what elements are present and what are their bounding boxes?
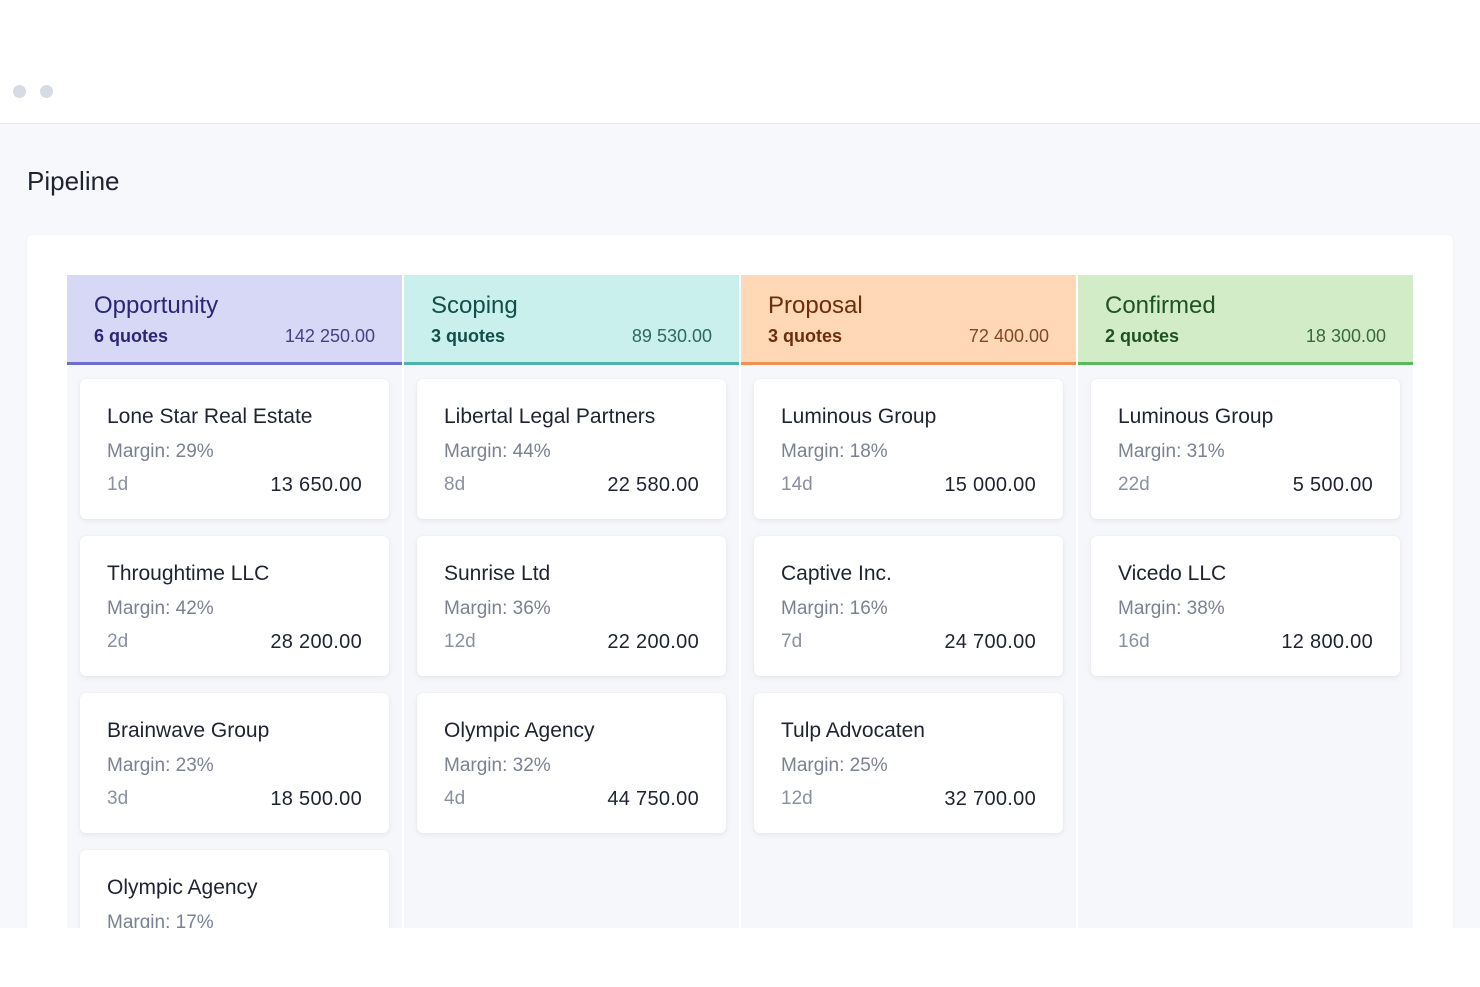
column-header[interactable]: Scoping 3 quotes 89 530.00	[404, 275, 739, 365]
card-company-name: Luminous Group	[781, 405, 937, 428]
quote-card[interactable]: Libertal Legal Partners Margin: 44% 8d 2…	[417, 379, 726, 519]
column-quote-count: 3 quotes	[768, 326, 843, 346]
quote-card[interactable]: Luminous Group Margin: 18% 14d 15 000.00	[754, 379, 1063, 519]
card-margin: Margin: 36%	[444, 598, 551, 619]
card-margin: Margin: 25%	[781, 755, 888, 776]
card-age: 8d	[444, 474, 466, 495]
column-header[interactable]: Proposal 3 quotes 72 400.00	[741, 275, 1076, 365]
card-company-name: Captive Inc.	[781, 562, 892, 585]
quote-card[interactable]: Brainwave Group Margin: 23% 3d 18 500.00	[80, 693, 389, 833]
card-amount: 5 500.00	[1292, 474, 1373, 496]
card-amount: 18 500.00	[270, 788, 362, 810]
card-company-name: Sunrise Ltd	[444, 562, 551, 585]
column-header[interactable]: Confirmed 2 quotes 18 300.00	[1078, 275, 1413, 365]
card-margin: Margin: 44%	[444, 441, 551, 462]
column-scoping: Scoping 3 quotes 89 530.00 Libertal Lega…	[404, 275, 739, 928]
card-margin: Margin: 17%	[107, 912, 214, 928]
card-margin: Margin: 31%	[1118, 441, 1225, 462]
window-control-dot[interactable]	[40, 85, 53, 98]
pipeline-columns: Opportunity 6 quotes 142 250.00 Lone Sta…	[67, 275, 1413, 928]
column-confirmed: Confirmed 2 quotes 18 300.00 Luminous Gr…	[1078, 275, 1413, 928]
card-company-name: Tulp Advocaten	[781, 719, 925, 742]
column-total: 18 300.00	[1305, 326, 1386, 346]
card-margin: Margin: 18%	[781, 441, 888, 462]
card-amount: 12 800.00	[1281, 631, 1373, 653]
card-age: 14d	[781, 474, 813, 495]
card-amount: 44 750.00	[607, 788, 699, 810]
column-title: Scoping	[431, 292, 518, 319]
column-quote-count: 2 quotes	[1105, 326, 1180, 346]
card-amount: 15 000.00	[944, 474, 1036, 496]
card-company-name: Libertal Legal Partners	[444, 405, 656, 428]
quote-card[interactable]: Olympic Agency Margin: 17%	[80, 850, 389, 928]
app-window: Pipeline Opportunity 6 quotes 142 250.00…	[0, 0, 1480, 928]
column-proposal: Proposal 3 quotes 72 400.00 Luminous Gro…	[741, 275, 1076, 928]
page-title: Pipeline	[27, 166, 120, 196]
card-age: 7d	[781, 631, 803, 652]
card-amount: 24 700.00	[944, 631, 1036, 653]
card-list: Lone Star Real Estate Margin: 29% 1d 13 …	[67, 365, 402, 928]
window-titlebar	[0, 0, 1480, 124]
card-company-name: Olympic Agency	[107, 876, 258, 899]
card-age: 12d	[444, 631, 476, 652]
column-total: 142 250.00	[284, 326, 375, 346]
card-margin: Margin: 38%	[1118, 598, 1225, 619]
quote-card[interactable]: Lone Star Real Estate Margin: 29% 1d 13 …	[80, 379, 389, 519]
card-margin: Margin: 16%	[781, 598, 888, 619]
card-amount: 13 650.00	[270, 474, 362, 496]
card-list: Luminous Group Margin: 31% 22d 5 500.00 …	[1078, 365, 1413, 676]
card-age: 4d	[444, 788, 466, 809]
card-margin: Margin: 29%	[107, 441, 214, 462]
window-control-dot[interactable]	[13, 85, 26, 98]
quote-card[interactable]: Throughtime LLC Margin: 42% 2d 28 200.00	[80, 536, 389, 676]
column-header[interactable]: Opportunity 6 quotes 142 250.00	[67, 275, 402, 365]
card-age: 12d	[781, 788, 813, 809]
card-age: 2d	[107, 631, 129, 652]
column-opportunity: Opportunity 6 quotes 142 250.00 Lone Sta…	[67, 275, 402, 928]
column-title: Proposal	[768, 292, 863, 319]
card-age: 1d	[107, 474, 129, 495]
card-margin: Margin: 23%	[107, 755, 214, 776]
quote-card[interactable]: Sunrise Ltd Margin: 36% 12d 22 200.00	[417, 536, 726, 676]
card-age: 22d	[1118, 474, 1150, 495]
quote-card[interactable]: Luminous Group Margin: 31% 22d 5 500.00	[1091, 379, 1400, 519]
card-age: 16d	[1118, 631, 1150, 652]
column-quote-count: 3 quotes	[431, 326, 506, 346]
card-amount: 22 200.00	[607, 631, 699, 653]
column-title: Confirmed	[1105, 292, 1216, 319]
card-margin: Margin: 42%	[107, 598, 214, 619]
card-list: Libertal Legal Partners Margin: 44% 8d 2…	[404, 365, 739, 833]
quote-card[interactable]: Captive Inc. Margin: 16% 7d 24 700.00	[754, 536, 1063, 676]
quote-card[interactable]: Olympic Agency Margin: 32% 4d 44 750.00	[417, 693, 726, 833]
card-company-name: Vicedo LLC	[1118, 562, 1227, 585]
card-company-name: Throughtime LLC	[107, 562, 270, 585]
quote-card[interactable]: Vicedo LLC Margin: 38% 16d 12 800.00	[1091, 536, 1400, 676]
card-company-name: Lone Star Real Estate	[107, 405, 313, 428]
column-total: 89 530.00	[631, 326, 712, 346]
column-quote-count: 6 quotes	[94, 326, 169, 346]
column-title: Opportunity	[94, 292, 219, 319]
card-company-name: Luminous Group	[1118, 405, 1274, 428]
column-total: 72 400.00	[968, 326, 1049, 346]
card-age: 3d	[107, 788, 129, 809]
quote-card[interactable]: Tulp Advocaten Margin: 25% 12d 32 700.00	[754, 693, 1063, 833]
card-company-name: Olympic Agency	[444, 719, 595, 742]
card-amount: 28 200.00	[270, 631, 362, 653]
card-list: Luminous Group Margin: 18% 14d 15 000.00…	[741, 365, 1076, 833]
pipeline-board: Opportunity 6 quotes 142 250.00 Lone Sta…	[27, 235, 1453, 928]
card-amount: 22 580.00	[607, 474, 699, 496]
card-company-name: Brainwave Group	[107, 719, 270, 742]
card-margin: Margin: 32%	[444, 755, 551, 776]
card-amount: 32 700.00	[944, 788, 1036, 810]
